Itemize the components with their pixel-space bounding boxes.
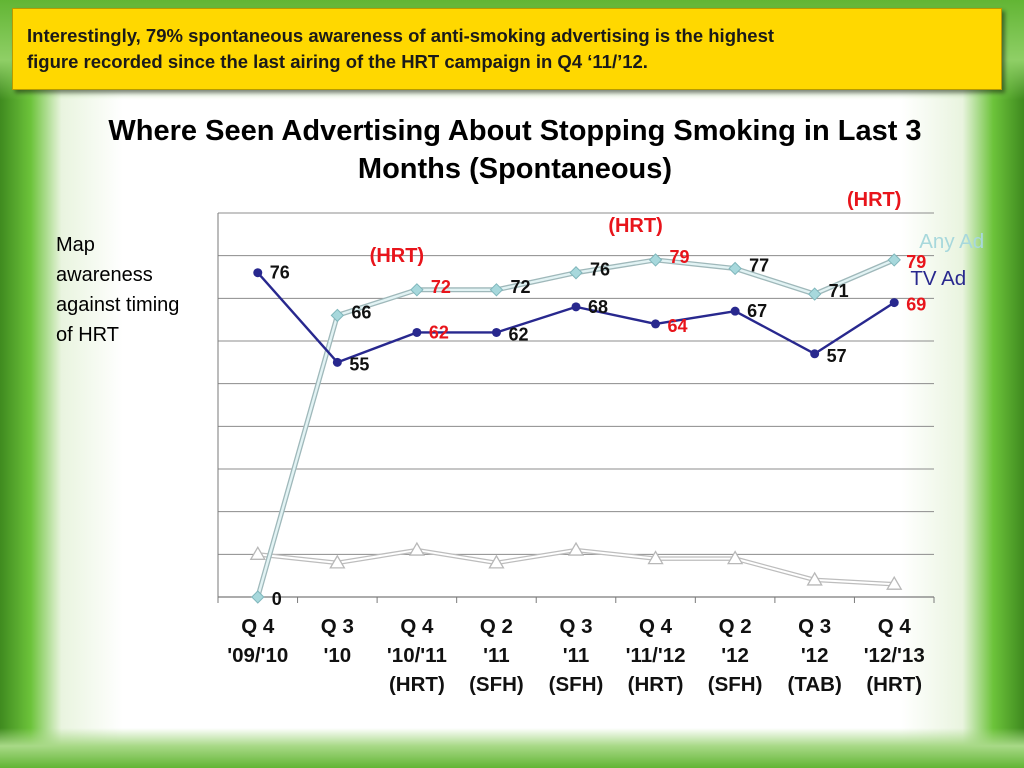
x-tick-label: Q 4 xyxy=(400,615,434,638)
tv-ad-point xyxy=(730,306,740,316)
any-ad-data-label: 79 xyxy=(670,247,690,267)
tv-ad-data-label: 69 xyxy=(906,295,926,315)
side-note-line-1: Map xyxy=(56,234,95,256)
any-ad-data-label: 76 xyxy=(590,260,610,280)
any-ad-point xyxy=(648,253,663,267)
x-tick-label: '11 xyxy=(483,644,510,667)
x-tick-label: '10/'11 xyxy=(387,644,447,667)
any-ad-data-label: 66 xyxy=(351,302,371,322)
any-ad-point xyxy=(410,283,424,297)
tv-ad-data-label: 62 xyxy=(429,322,449,342)
series-3-point xyxy=(329,554,346,569)
side-note: Map awareness against timing of HRT xyxy=(56,230,226,350)
tv-ad-data-label: 67 xyxy=(747,301,767,321)
any-ad-data-label: 72 xyxy=(431,277,451,297)
tv-ad-point xyxy=(253,268,263,278)
any-ad-point xyxy=(330,308,345,323)
x-tick-label: '12/'13 xyxy=(864,644,925,667)
tv-ad-point xyxy=(810,349,820,359)
any-ad-point xyxy=(728,261,742,276)
background-bottom-glow xyxy=(0,728,1024,768)
x-tick-label: Q 2 xyxy=(480,615,513,638)
chart-title-line-1: Where Seen Advertising About Stopping Sm… xyxy=(108,115,922,147)
series-3-point xyxy=(408,541,426,556)
x-tick-label: '09/'10 xyxy=(227,644,288,667)
tv-ad-point xyxy=(332,357,342,367)
x-tick-label: Q 4 xyxy=(878,615,912,638)
key-finding-banner: Interestingly, 79% spontaneous awareness… xyxy=(12,8,1002,90)
banner-line-2: figure recorded since the last airing of… xyxy=(27,51,648,72)
x-tick-label: '11 xyxy=(563,644,590,667)
series-3-point xyxy=(806,571,823,586)
any-ad-point xyxy=(569,266,583,280)
x-tick-label: Q 3 xyxy=(321,615,354,638)
side-note-line-2: awareness xyxy=(56,264,153,286)
tv-ad-data-label: 62 xyxy=(508,324,528,344)
any-ad-data-label: 71 xyxy=(829,281,849,301)
series-3-point xyxy=(886,575,903,590)
x-tick-label: '10 xyxy=(323,644,351,667)
tv-ad-point xyxy=(491,327,501,337)
tv-ad-point xyxy=(651,319,661,329)
side-note-line-4: of HRT xyxy=(56,324,119,346)
series-3-point xyxy=(488,554,505,569)
tv-ad-data-label: 55 xyxy=(349,354,369,374)
x-tick-label: Q 2 xyxy=(719,615,752,638)
any-ad-point xyxy=(251,590,265,604)
any-ad-point xyxy=(887,253,901,267)
x-tick-label: (SFH) xyxy=(708,673,763,696)
x-tick-label: Q 3 xyxy=(798,615,831,638)
tv-ad-point xyxy=(412,327,422,337)
hrt-annotation: (HRT) xyxy=(370,245,424,267)
any-ad-data-label: 79 xyxy=(906,252,926,272)
tv-ad-point xyxy=(889,298,899,308)
tv-ad-data-label: 64 xyxy=(668,316,688,336)
x-tick-label: (HRT) xyxy=(628,673,684,696)
x-tick-label: Q 4 xyxy=(639,615,673,638)
x-tick-label: (SFH) xyxy=(549,673,604,696)
chart-title-line-2: Months (Spontaneous) xyxy=(357,153,673,185)
series-3-point xyxy=(249,546,266,560)
tv-ad-data-label: 76 xyxy=(270,263,290,283)
legend-tv-ad: TV Ad xyxy=(910,267,966,290)
x-tick-label: (SFH) xyxy=(469,673,524,696)
series-3-point xyxy=(567,541,585,556)
x-tick-label: (HRT) xyxy=(389,673,445,696)
legend-any-ad: Any Ad xyxy=(919,230,984,253)
x-tick-label: Q 4 xyxy=(241,615,275,638)
x-tick-label: (TAB) xyxy=(788,673,842,696)
any-ad-point xyxy=(807,287,822,301)
x-tick-label: (HRT) xyxy=(866,673,922,696)
chart-title: Where Seen Advertising About Stopping Sm… xyxy=(20,112,1010,188)
series-3-point xyxy=(647,550,664,565)
any-ad-data-label: 77 xyxy=(749,255,769,275)
hrt-annotation: (HRT) xyxy=(608,215,662,237)
side-note-line-3: against timing xyxy=(56,294,180,316)
banner-line-1: Interestingly, 79% spontaneous awareness… xyxy=(27,25,775,46)
hrt-annotation: (HRT) xyxy=(847,189,901,211)
any-ad-point xyxy=(489,283,504,297)
any-ad-data-label: 72 xyxy=(510,277,530,297)
x-tick-label: '12 xyxy=(721,644,749,667)
x-tick-label: '12 xyxy=(801,644,829,667)
any-ad-data-label: 0 xyxy=(272,589,282,609)
tv-ad-data-label: 57 xyxy=(827,346,847,366)
x-tick-label: Q 3 xyxy=(559,615,592,638)
tv-ad-data-label: 68 xyxy=(588,297,608,317)
x-tick-label: '11/'12 xyxy=(626,644,686,667)
tv-ad-point xyxy=(571,302,581,312)
series-3-point xyxy=(726,550,744,565)
